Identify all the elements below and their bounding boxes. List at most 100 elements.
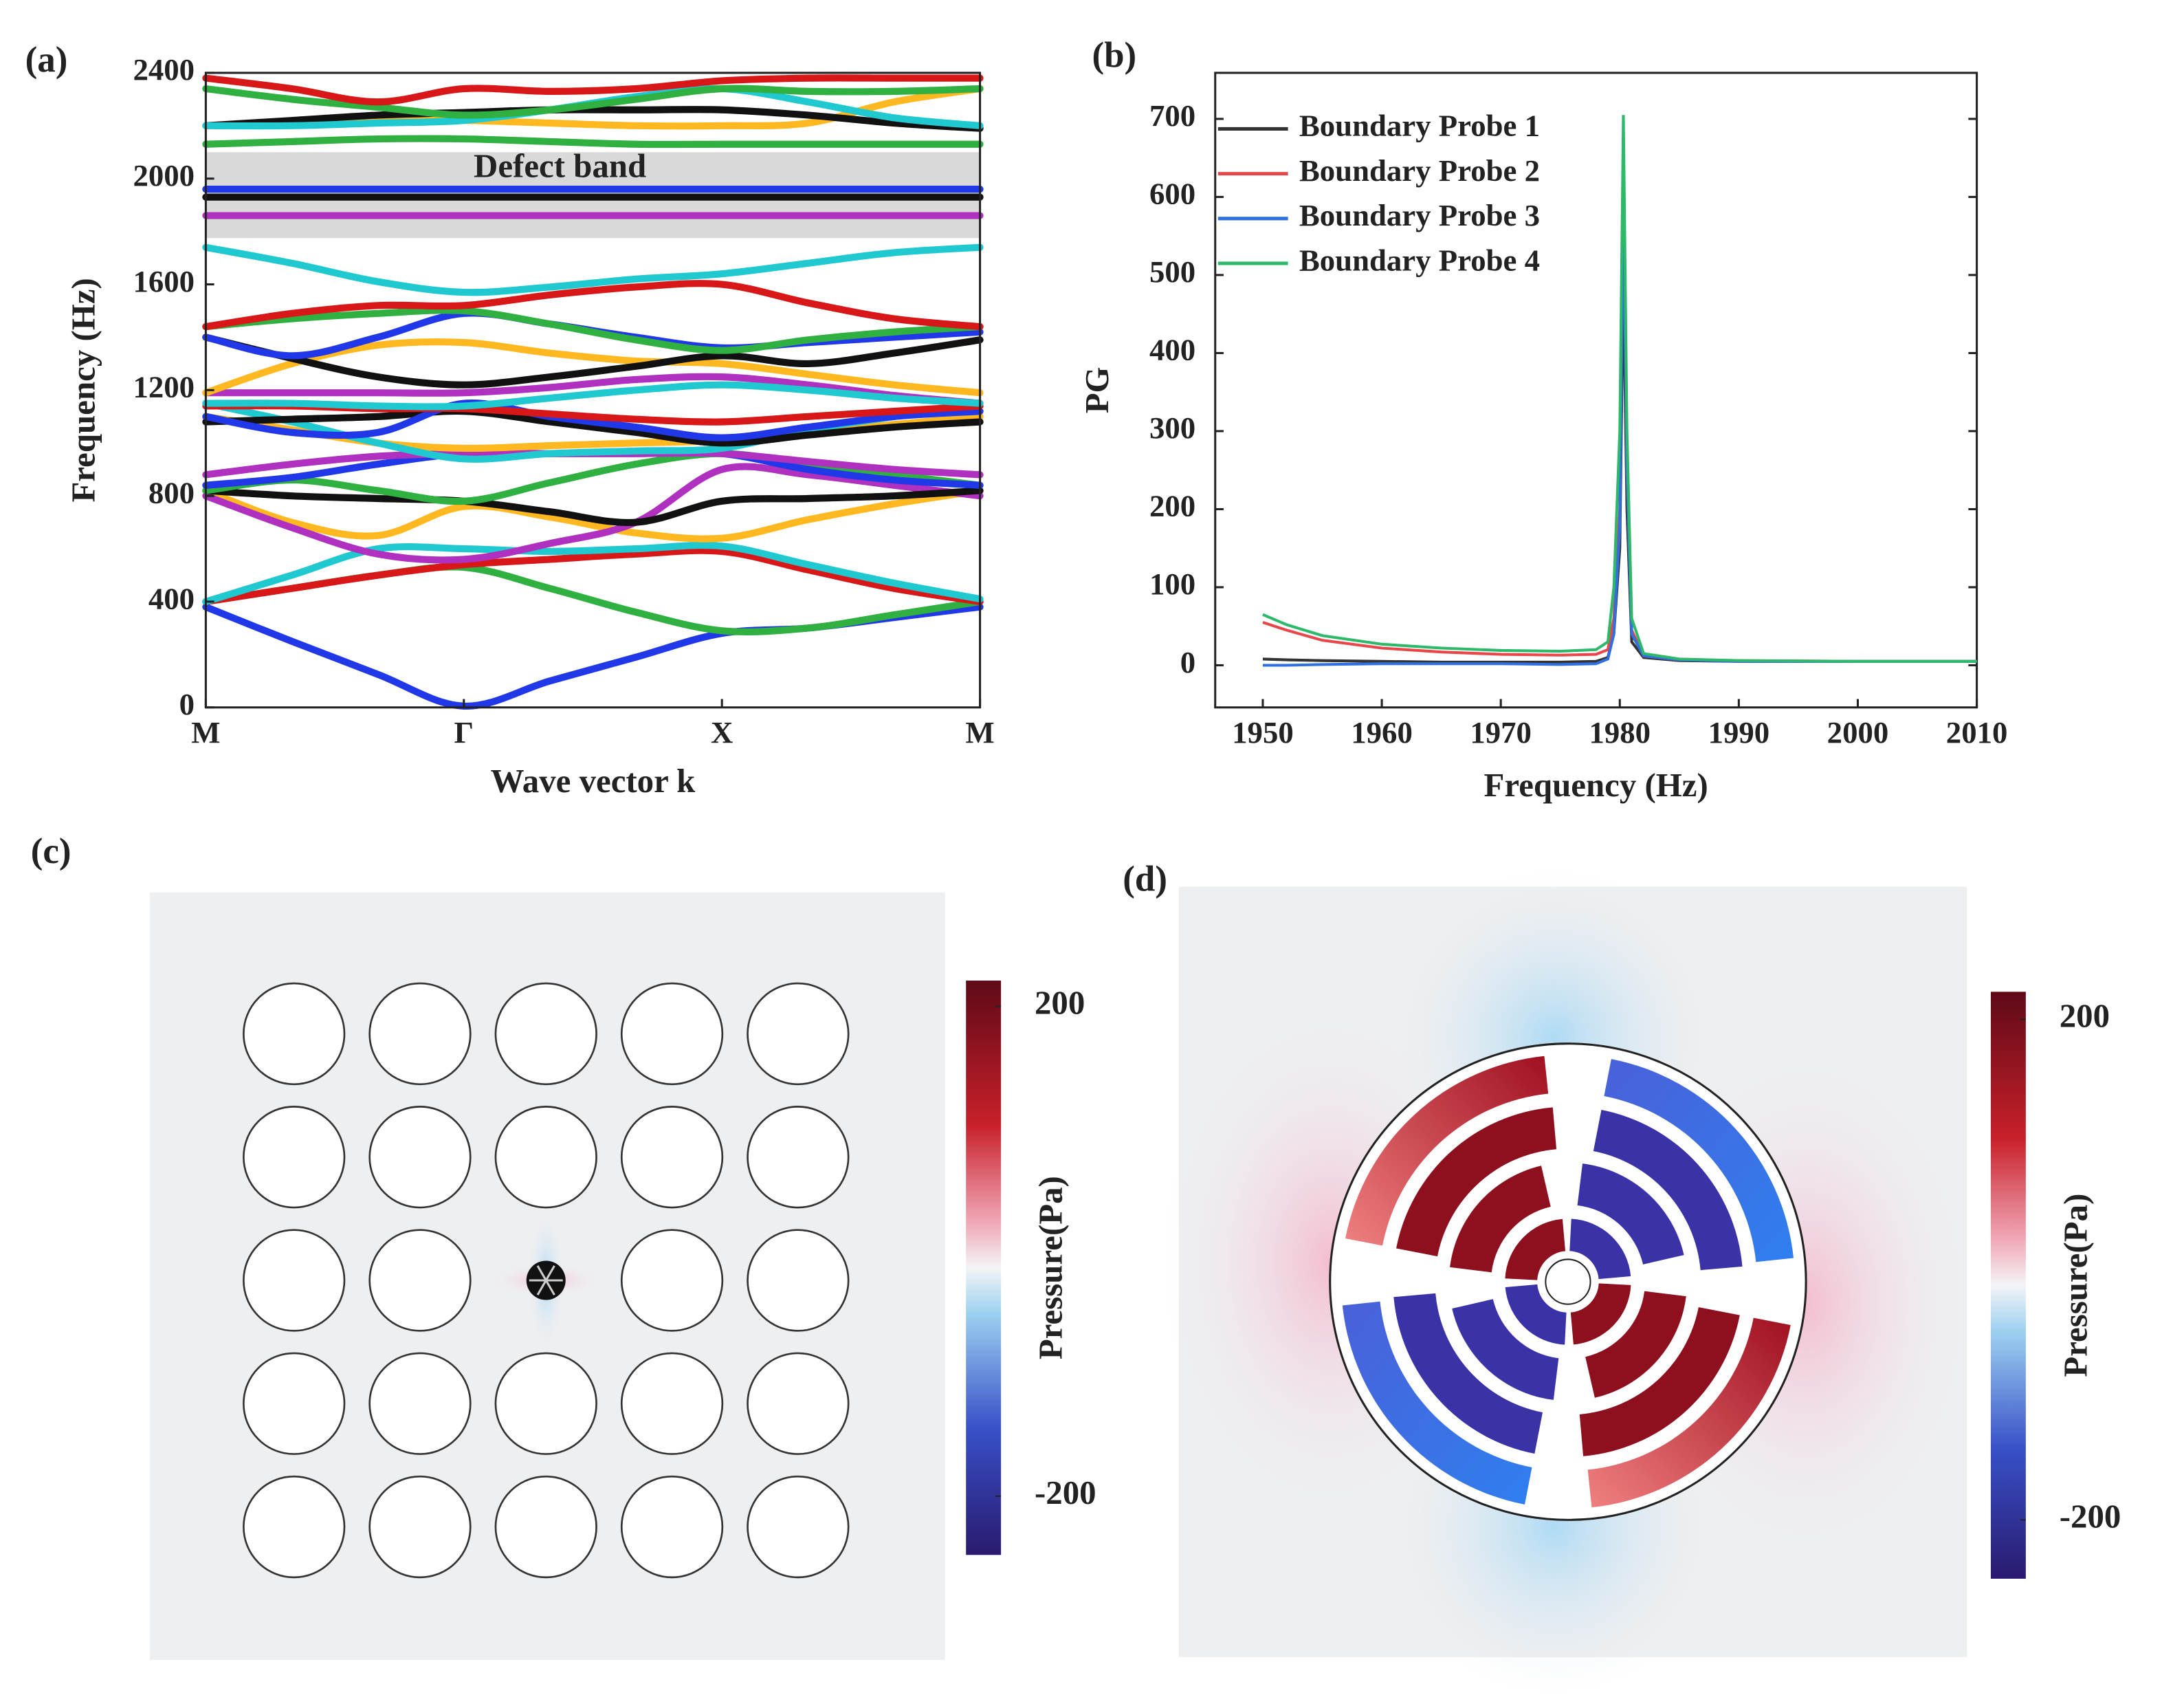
panel-label: (c): [31, 831, 71, 871]
x-tick-label: 1980: [1589, 715, 1651, 750]
y-tick-label: 2400: [133, 52, 195, 87]
scatterer: [747, 982, 850, 1086]
scatterer: [620, 1475, 724, 1579]
scatterer: [620, 982, 724, 1086]
y-tick-label: 800: [148, 475, 195, 510]
resonator-arc: [1587, 1317, 1791, 1508]
y-tick-label: 400: [148, 581, 195, 615]
series-line: [1262, 115, 1977, 663]
resonator-arc: [1345, 1056, 1549, 1246]
colorbar-tick-label: -200: [1035, 1474, 1096, 1511]
y-tick-label: 1200: [133, 370, 195, 404]
scatterer: [243, 982, 346, 1086]
x-tick-label: 1950: [1232, 715, 1294, 750]
x-tick-label: X: [711, 715, 733, 750]
colorbar-label: Pressure(Pa): [1032, 1176, 1070, 1359]
resonator-arc: [1593, 1110, 1743, 1271]
panel-label: (b): [1092, 36, 1137, 76]
y-tick-label: 2000: [133, 158, 195, 193]
band-line: [202, 280, 984, 331]
scatterer: [747, 1475, 850, 1579]
scatterer: [620, 1352, 724, 1455]
x-tick-label: M: [965, 715, 994, 750]
scatterer: [243, 1229, 346, 1332]
band-line: [202, 106, 984, 132]
field-c: [149, 892, 945, 1661]
plot-frame: [1214, 72, 1978, 709]
resonator-arc: [1579, 1306, 1740, 1456]
scatterer: [243, 1475, 346, 1579]
band-line: [202, 333, 984, 389]
resonator-arc: [1585, 1291, 1686, 1398]
scatterer: [368, 1106, 472, 1209]
scatterer: [368, 1475, 472, 1579]
y-axis-label: Frequency (Hz): [64, 278, 102, 502]
y-tick-label: 100: [1149, 567, 1195, 601]
band-line: [202, 74, 984, 106]
band-line: [202, 407, 984, 447]
x-tick-label: M: [191, 715, 220, 750]
defect-slit: [536, 1265, 555, 1295]
resonator-arc: [1450, 1166, 1551, 1273]
scatterer: [620, 1106, 724, 1209]
panel-label: (a): [25, 40, 68, 80]
scatterer: [494, 1475, 597, 1579]
scatterer: [243, 1352, 346, 1455]
resonator-hub: [1545, 1258, 1591, 1305]
colorbar-tick-label: -200: [2060, 1498, 2121, 1535]
scatterer: [368, 982, 472, 1086]
y-tick-label: 200: [1149, 489, 1195, 523]
resonator-arc: [1505, 1218, 1566, 1280]
scatterer: [747, 1229, 850, 1332]
band-line: [202, 487, 984, 527]
band-line: [202, 85, 984, 119]
colorbar-label: Pressure(Pa): [2056, 1194, 2094, 1377]
band-line: [202, 399, 984, 441]
scatterer: [620, 1229, 724, 1332]
band-line: [202, 338, 984, 397]
field-d: [1162, 868, 1974, 1695]
y-tick-label: 300: [1149, 411, 1195, 445]
resonator-arc: [1396, 1107, 1557, 1257]
band-line: [202, 547, 984, 606]
scatterer: [368, 1352, 472, 1455]
resonator-arc: [1570, 1283, 1631, 1345]
colorbar: [966, 981, 1002, 1555]
x-tick-label: 2010: [1946, 715, 2008, 750]
legend-label: Boundary Probe 4: [1299, 243, 1540, 277]
colorbar-tick-label: 200: [1035, 984, 1085, 1022]
scatterer: [368, 1229, 472, 1332]
y-tick-label: 0: [1180, 645, 1195, 679]
x-tick-label: 1960: [1351, 715, 1413, 750]
scatterer: [494, 1352, 597, 1455]
colorbar: [1990, 992, 2026, 1579]
panel-label: (d): [1123, 860, 1167, 899]
scatterer: [747, 1352, 850, 1455]
scatterer: [747, 1106, 850, 1209]
band-line: [202, 135, 984, 149]
y-tick-label: 0: [179, 687, 195, 721]
band-line: [202, 463, 984, 564]
annotation: Defect band: [474, 147, 646, 185]
x-tick-label: Γ: [454, 715, 474, 750]
resonator-arc: [1342, 1301, 1532, 1505]
x-tick-label: 1990: [1708, 715, 1770, 750]
band-line: [202, 381, 984, 411]
y-tick-label: 500: [1149, 254, 1195, 289]
band-line: [202, 487, 984, 543]
x-axis-label: Wave vector k: [491, 762, 696, 800]
legend-label: Boundary Probe 2: [1299, 153, 1540, 188]
y-tick-label: 1600: [133, 264, 195, 298]
y-tick-label: 700: [1149, 98, 1195, 133]
legend-label: Boundary Probe 1: [1299, 109, 1540, 143]
y-axis-label: PG: [1078, 367, 1116, 413]
resonator-arc: [1505, 1284, 1567, 1345]
resonator-arc: [1569, 1218, 1631, 1280]
band-line: [202, 307, 984, 354]
band-line: [202, 541, 984, 606]
y-tick-label: 400: [1149, 333, 1195, 367]
scatterer: [243, 1106, 346, 1209]
x-axis-label: Frequency (Hz): [1484, 766, 1708, 804]
